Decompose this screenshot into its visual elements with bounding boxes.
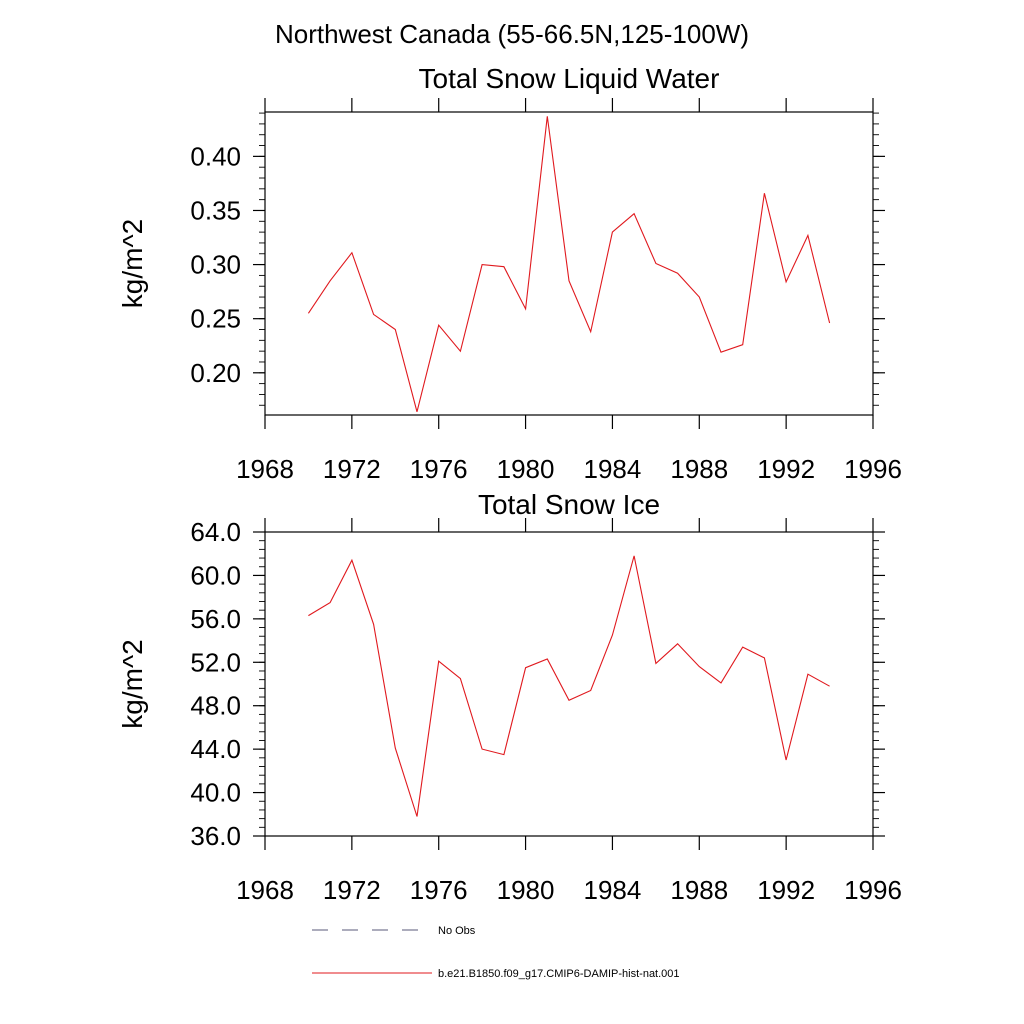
data-point	[612, 231, 614, 233]
data-point	[829, 685, 831, 687]
data-point	[481, 748, 483, 750]
x-tick-label: 1980	[497, 454, 555, 484]
x-tick-label: 1968	[236, 875, 294, 905]
y-tick-label: 40.0	[190, 778, 241, 808]
x-tick-label: 1972	[323, 875, 381, 905]
y-tick-label: 52.0	[190, 647, 241, 677]
x-tick-label: 1988	[670, 454, 728, 484]
y-tick-label: 0.40	[190, 141, 241, 171]
legend: No Obs b.e21.B1850.f09_g17.CMIP6-DAMIP-hi…	[312, 925, 680, 980]
series-line	[308, 555, 830, 817]
data-point	[373, 314, 375, 316]
data-point	[742, 344, 744, 346]
data-point	[785, 281, 787, 283]
data-point	[698, 296, 700, 298]
data-point	[655, 663, 657, 665]
data-point	[438, 660, 440, 662]
data-point	[394, 329, 396, 331]
data-point	[308, 312, 310, 314]
data-point	[633, 213, 635, 215]
data-point	[590, 690, 592, 692]
data-point	[329, 280, 331, 282]
data-point	[460, 350, 462, 352]
data-point	[351, 559, 353, 561]
panel-2: Total Snow Ice 1968 1972 1976 1980 1984 1988 19…	[117, 489, 902, 905]
data-point	[308, 615, 310, 617]
data-point	[829, 322, 831, 324]
y-axis-label: kg/m^2	[117, 219, 148, 308]
y-tick-label: 44.0	[190, 734, 241, 764]
data-point	[764, 192, 766, 194]
x-tick-label: 1996	[844, 454, 902, 484]
y-tick-label: 48.0	[190, 691, 241, 721]
data-point	[351, 252, 353, 254]
data-point	[329, 602, 331, 604]
data-point	[525, 308, 527, 310]
y-tick-label: 56.0	[190, 604, 241, 634]
data-point	[503, 266, 505, 268]
data-point	[438, 324, 440, 326]
x-tick-label: 1980	[497, 875, 555, 905]
legend-item: No Obs	[312, 925, 476, 937]
data-point	[742, 646, 744, 648]
data-point	[394, 747, 396, 749]
data-point	[481, 264, 483, 266]
x-tick-label: 1996	[844, 875, 902, 905]
data-point	[807, 235, 809, 237]
data-point	[460, 678, 462, 680]
figure-title: Northwest Canada (55-66.5N,125-100W)	[275, 19, 749, 49]
y-tick-label: 0.25	[190, 304, 241, 334]
panel-title: Total Snow Ice	[478, 489, 660, 520]
plot-frame	[264, 111, 874, 416]
y-tick-label: 64.0	[190, 517, 241, 547]
legend-item: b.e21.B1850.f09_g17.CMIP6-DAMIP-hist-nat…	[312, 968, 680, 980]
x-tick-label: 1968	[236, 454, 294, 484]
data-point	[590, 331, 592, 333]
y-tick-label: 0.35	[190, 195, 241, 225]
data-point	[807, 673, 809, 675]
data-point	[677, 643, 679, 645]
x-tick-label: 1976	[410, 875, 468, 905]
y-tick-label: 36.0	[190, 821, 241, 851]
y-tick-label: 60.0	[190, 560, 241, 590]
x-tick-label: 1984	[584, 875, 642, 905]
data-point	[373, 623, 375, 625]
plot-frame	[264, 531, 874, 837]
data-point	[720, 682, 722, 684]
y-tick-label: 0.20	[190, 358, 241, 388]
x-tick-label: 1992	[757, 875, 815, 905]
x-tick-label: 1988	[670, 875, 728, 905]
data-point	[720, 351, 722, 353]
panel-title: Total Snow Liquid Water	[419, 63, 720, 94]
data-point	[677, 272, 679, 274]
y-tick-label: 0.30	[190, 250, 241, 280]
data-point	[416, 411, 418, 413]
data-point	[546, 116, 548, 118]
legend-label: No Obs	[438, 925, 476, 937]
data-point	[785, 759, 787, 761]
data-point	[612, 634, 614, 636]
panels: Total Snow Liquid Water 1968 1972 1976 1980 1…	[117, 63, 902, 905]
data-point	[698, 666, 700, 668]
data-point	[633, 555, 635, 557]
data-point	[568, 280, 570, 282]
data-point	[764, 657, 766, 659]
legend-label: b.e21.B1850.f09_g17.CMIP6-DAMIP-hist-nat…	[438, 968, 680, 980]
data-point	[568, 699, 570, 701]
panel-1: Total Snow Liquid Water 1968 1972 1976 1980 1…	[117, 63, 902, 484]
data-point	[525, 667, 527, 669]
data-point	[655, 263, 657, 265]
y-axis-label: kg/m^2	[117, 639, 148, 728]
data-point	[546, 658, 548, 660]
x-tick-label: 1976	[410, 454, 468, 484]
x-tick-label: 1972	[323, 454, 381, 484]
data-point	[416, 816, 418, 818]
x-tick-label: 1992	[757, 454, 815, 484]
x-tick-label: 1984	[584, 454, 642, 484]
series-line	[307, 116, 831, 412]
data-point	[503, 754, 505, 756]
